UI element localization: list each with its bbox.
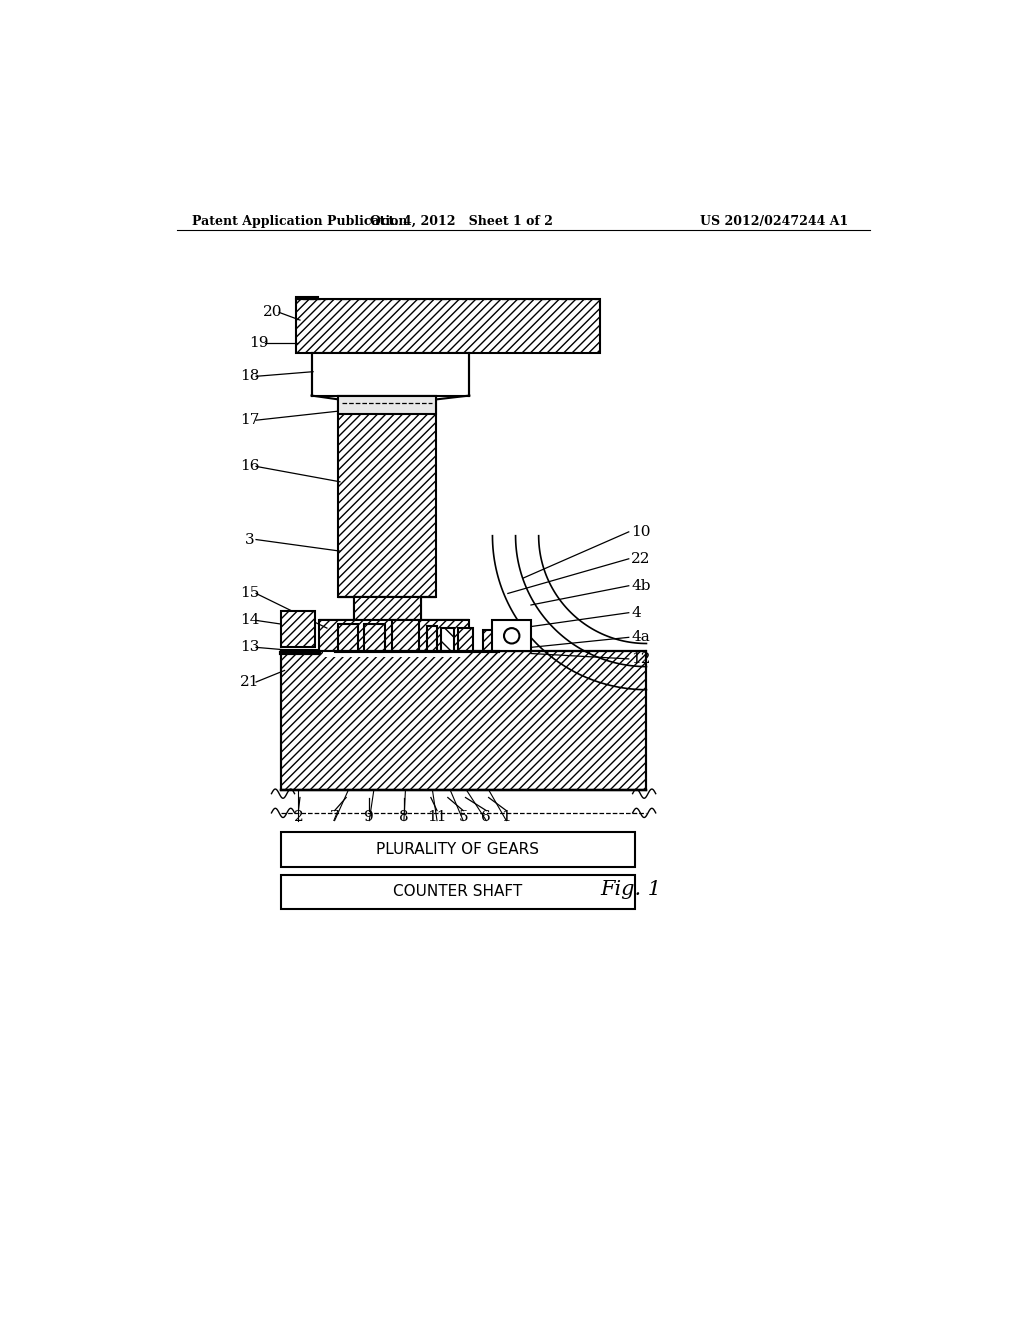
Bar [281, 651, 646, 789]
Text: 15: 15 [241, 586, 260, 601]
Bar [296, 300, 600, 354]
Bar [281, 611, 315, 647]
Text: 1: 1 [502, 809, 511, 824]
Text: 16: 16 [241, 459, 260, 474]
Circle shape [504, 628, 519, 644]
Bar [364, 624, 385, 651]
Text: 12: 12 [631, 652, 650, 665]
Bar [281, 832, 635, 867]
Bar [281, 875, 635, 909]
Bar [441, 628, 454, 651]
Text: Fig. 1: Fig. 1 [600, 880, 662, 899]
Bar [296, 297, 317, 300]
Text: 2: 2 [294, 809, 303, 824]
Bar [339, 396, 436, 598]
Text: 20: 20 [263, 305, 283, 319]
Bar [427, 626, 437, 651]
Bar [319, 620, 469, 651]
Bar [311, 354, 469, 396]
Text: 17: 17 [241, 413, 260, 428]
Text: 6: 6 [481, 809, 492, 824]
Bar [483, 631, 494, 651]
Text: 22: 22 [631, 552, 650, 566]
Text: 3: 3 [245, 532, 255, 546]
Bar [339, 624, 358, 651]
Text: 5: 5 [459, 809, 468, 824]
Text: 13: 13 [241, 640, 260, 655]
Text: PLURALITY OF GEARS: PLURALITY OF GEARS [376, 842, 540, 857]
Text: 14: 14 [241, 614, 260, 627]
Bar [354, 597, 421, 620]
Text: 19: 19 [250, 337, 269, 350]
Text: 9: 9 [365, 809, 374, 824]
Text: 7: 7 [330, 809, 339, 824]
Bar [493, 620, 531, 651]
Text: COUNTER SHAFT: COUNTER SHAFT [393, 884, 522, 899]
Text: 18: 18 [241, 370, 260, 383]
Text: Patent Application Publication: Patent Application Publication [193, 215, 408, 228]
Text: 4: 4 [631, 606, 641, 619]
Bar [392, 620, 419, 651]
Text: 21: 21 [241, 675, 260, 689]
Bar [323, 651, 466, 657]
Text: 4a: 4a [631, 631, 650, 644]
Bar [339, 396, 436, 414]
Text: US 2012/0247244 A1: US 2012/0247244 A1 [700, 215, 849, 228]
Text: 10: 10 [631, 525, 650, 539]
Text: 4b: 4b [631, 578, 650, 593]
Text: Oct. 4, 2012   Sheet 1 of 2: Oct. 4, 2012 Sheet 1 of 2 [371, 215, 553, 228]
Bar [458, 628, 473, 651]
Text: 8: 8 [399, 809, 409, 824]
Text: 11: 11 [427, 809, 446, 824]
Polygon shape [319, 598, 469, 620]
